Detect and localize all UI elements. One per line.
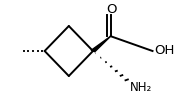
Text: O: O [106,3,117,16]
Text: OH: OH [154,44,175,58]
Text: NH₂: NH₂ [130,81,153,94]
Polygon shape [91,36,111,52]
